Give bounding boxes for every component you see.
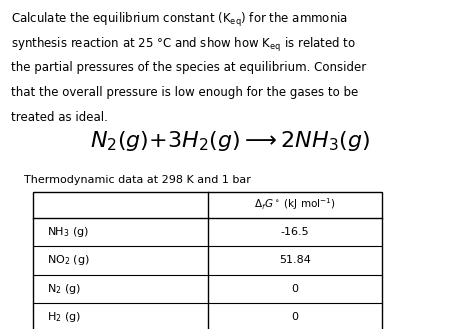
Text: 0: 0: [291, 313, 298, 322]
Text: $\Delta_f G^\circ$ (kJ mol$^{-1}$): $\Delta_f G^\circ$ (kJ mol$^{-1}$): [253, 197, 335, 213]
Text: synthesis reaction at 25 °C and show how K$_{\mathregular{eq}}$ is related to: synthesis reaction at 25 °C and show how…: [11, 36, 355, 54]
Text: $\mathit{N}_2(g)$+$3\mathit{H}_2(g)$$\longrightarrow$$2\mathit{NH}_3(g)$: $\mathit{N}_2(g)$+$3\mathit{H}_2(g)$$\lo…: [90, 129, 370, 153]
Text: -16.5: -16.5: [280, 227, 308, 237]
Text: N$_2$ (g): N$_2$ (g): [47, 282, 81, 296]
Text: H$_2$ (g): H$_2$ (g): [47, 311, 81, 324]
Text: the partial pressures of the species at equilibrium. Consider: the partial pressures of the species at …: [11, 61, 365, 74]
Text: NH$_3$ (g): NH$_3$ (g): [47, 225, 89, 239]
Text: 0: 0: [291, 284, 298, 294]
Text: that the overall pressure is low enough for the gases to be: that the overall pressure is low enough …: [11, 86, 357, 99]
Text: Calculate the equilibrium constant (K$_{\mathregular{eq}}$) for the ammonia: Calculate the equilibrium constant (K$_{…: [11, 11, 347, 29]
Text: 51.84: 51.84: [278, 255, 310, 266]
Text: NO$_2$ (g): NO$_2$ (g): [47, 253, 90, 267]
Text: Thermodynamic data at 298 K and 1 bar: Thermodynamic data at 298 K and 1 bar: [24, 175, 250, 185]
Text: treated as ideal.: treated as ideal.: [11, 111, 107, 124]
